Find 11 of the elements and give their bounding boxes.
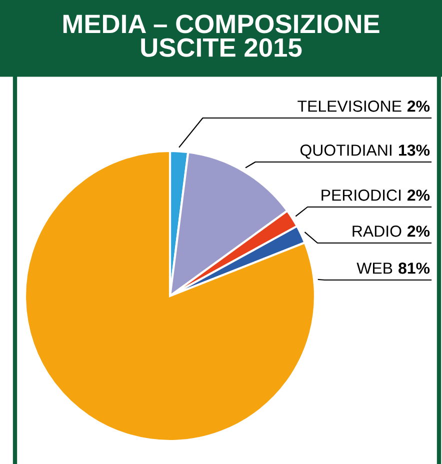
- data-label: 13%: [399, 144, 430, 156]
- slice-label: TELEVISIONE: [298, 100, 402, 112]
- data-label: 2%: [407, 100, 430, 112]
- data-label: 2%: [407, 226, 430, 237]
- chart-title: MEDIA – COMPOSIZIONE USCITE 2015: [63, 14, 380, 57]
- slice-label: PERIODICI: [322, 190, 401, 201]
- slice-label: QUOTIDIANI: [300, 144, 392, 159]
- data-label: 2%: [407, 190, 430, 201]
- data-label: 81%: [398, 262, 430, 274]
- slice-label: RADIO: [352, 226, 402, 237]
- slice-label: WEB: [356, 262, 392, 274]
